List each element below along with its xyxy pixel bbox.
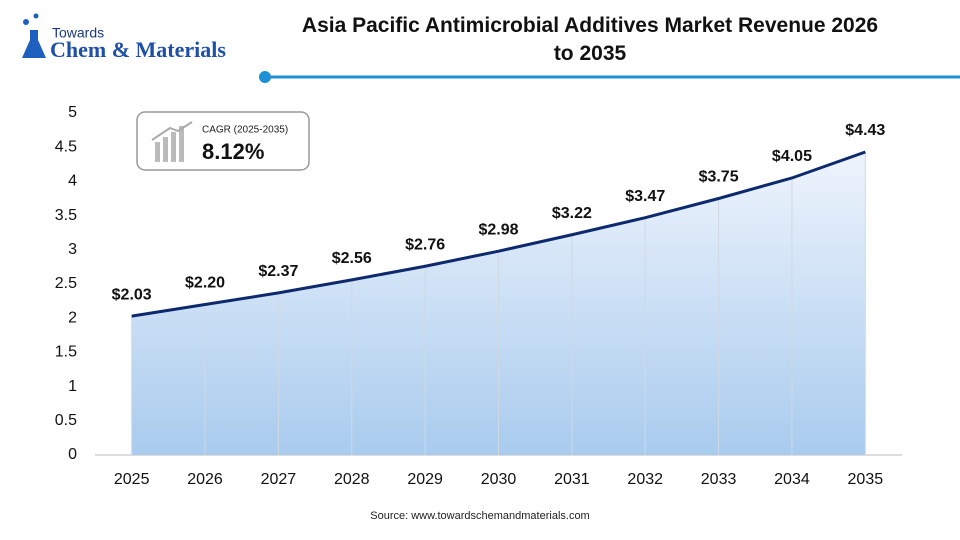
data-label: $2.98 <box>478 221 518 238</box>
y-tick-label: 1.5 <box>55 344 77 361</box>
x-tick-label: 2025 <box>114 471 150 488</box>
logo-top: Towards <box>52 25 104 41</box>
y-tick-label: 3.5 <box>55 207 77 224</box>
data-label: $4.43 <box>845 122 885 139</box>
logo: Towards Chem & Materials <box>22 13 226 62</box>
cagr-value: 8.12% <box>202 139 264 164</box>
data-label: $2.37 <box>258 263 298 280</box>
x-tick-label: 2026 <box>187 471 223 488</box>
data-label: $3.22 <box>552 205 592 222</box>
x-tick-label: 2028 <box>334 471 370 488</box>
data-label: $2.20 <box>185 275 225 292</box>
y-tick-label: 5 <box>68 104 77 121</box>
x-tick-label: 2032 <box>627 471 663 488</box>
header-dot <box>259 71 271 83</box>
chart-title: Asia Pacific Antimicrobial Additives Mar… <box>301 14 879 65</box>
data-label: $3.75 <box>699 169 739 186</box>
x-tick-label: 2034 <box>774 471 810 488</box>
x-tick-label: 2030 <box>481 471 517 488</box>
data-label: $3.47 <box>625 188 665 205</box>
x-tick-label: 2035 <box>848 471 884 488</box>
y-tick-label: 4.5 <box>55 138 77 155</box>
x-tick-label: 2031 <box>554 471 590 488</box>
data-label: $2.76 <box>405 236 445 253</box>
data-label: $2.03 <box>112 286 152 303</box>
cagr-label: CAGR (2025-2035) <box>202 125 288 136</box>
y-tick-label: 0.5 <box>55 412 77 429</box>
data-label: $4.05 <box>772 148 812 165</box>
y-tick-label: 2 <box>68 309 77 326</box>
y-tick-label: 0 <box>68 446 77 463</box>
y-tick-label: 4 <box>68 173 77 190</box>
source: Source: www.towardschemandmaterials.com <box>370 510 589 522</box>
line <box>131 150 866 318</box>
x-tick-label: 2027 <box>261 471 297 488</box>
x-tick-label: 2029 <box>407 471 443 488</box>
x-tick-label: 2033 <box>701 471 737 488</box>
logo-bottom: Chem & Materials <box>50 37 226 62</box>
cagr-box: CAGR (2025-2035) 8.12% <box>136 111 310 171</box>
y-tick-label: 3 <box>68 241 77 258</box>
y-tick-label: 2.5 <box>55 275 77 292</box>
y-tick-label: 1 <box>68 378 77 395</box>
data-label: $2.56 <box>332 250 372 267</box>
